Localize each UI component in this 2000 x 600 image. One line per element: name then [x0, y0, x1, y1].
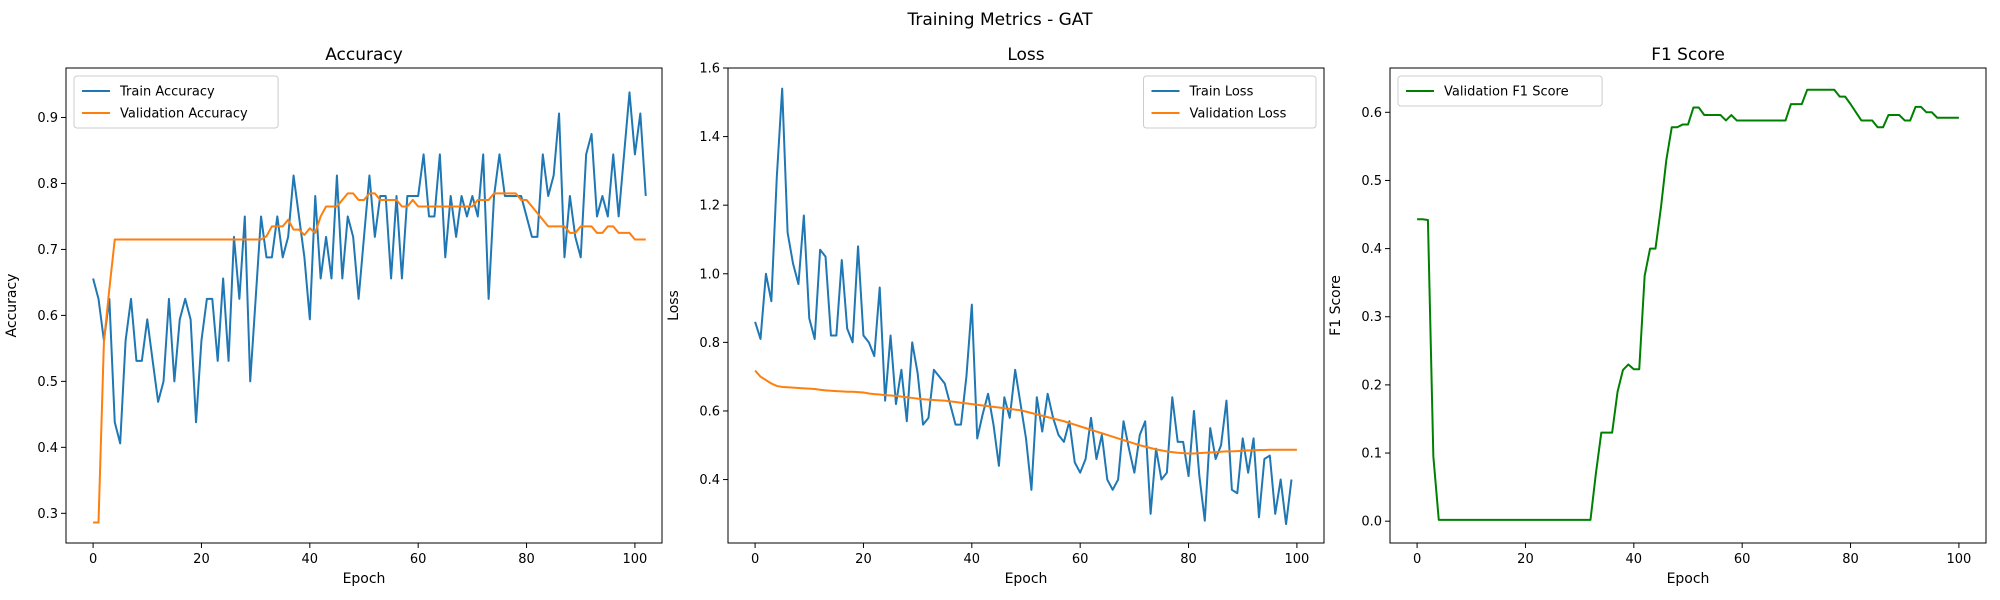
legend-label: Validation F1 Score [1444, 85, 1569, 100]
chart-panels: Accuracy 0 20 40 60 80 100 0.3 0.4 0.5 0.6 0.7 0.8 0.… [4, 45, 1987, 587]
x-tick-label: 60 [1072, 552, 1089, 567]
legend-label: Train Loss [1189, 85, 1254, 100]
legend: Validation F1 Score [1397, 75, 1603, 107]
y-tick-label: 1.4 [699, 130, 720, 145]
x-tick-label: 40 [302, 552, 319, 567]
figure-title: Training Metrics - GAT [907, 10, 1094, 30]
legend-label: Validation Loss [1190, 107, 1287, 122]
y-tick-label: 0.5 [37, 375, 58, 390]
panel-title: Accuracy [325, 45, 403, 65]
y-axis-label: F1 Score [1328, 275, 1344, 336]
legend-label: Train Accuracy [119, 85, 215, 100]
x-tick-label: 0 [1413, 552, 1421, 567]
y-tick-label: 1.6 [699, 62, 720, 77]
y-tick-label: 1.2 [699, 199, 720, 214]
x-tick-label: 20 [193, 552, 210, 567]
x-tick-label: 0 [89, 552, 97, 567]
y-tick-label: 0.6 [37, 309, 58, 324]
y-tick-label: 0.6 [1361, 106, 1382, 121]
y-tick-label: 0.3 [1361, 310, 1382, 325]
x-tick-label: 40 [964, 552, 981, 567]
y-axis-label: Loss [666, 290, 682, 321]
y-tick-label: 0.7 [37, 243, 58, 258]
y-tick-label: 0.8 [37, 177, 58, 192]
y-tick-label: 0.3 [37, 507, 58, 522]
legend-box [1397, 75, 1603, 107]
x-tick-label: 60 [410, 552, 427, 567]
panel-title: Loss [1007, 45, 1044, 65]
x-tick-label: 20 [855, 552, 872, 567]
series-line-1 [754, 87, 1293, 526]
series-line-1 [1417, 88, 1959, 521]
x-axis-label: Epoch [343, 571, 386, 587]
y-axis-label: Accuracy [4, 274, 20, 338]
x-tick-label: 40 [1626, 552, 1643, 567]
y-tick-label: 0.0 [1361, 515, 1382, 530]
y-tick-label: 1.0 [699, 267, 720, 282]
y-tick-label: 0.6 [699, 404, 720, 419]
x-tick-label: 80 [1180, 552, 1197, 567]
y-tick-label: 0.1 [1361, 447, 1382, 462]
x-tick-label: 100 [622, 552, 647, 567]
x-tick-label: 20 [1517, 552, 1534, 567]
plot-frame [1389, 67, 1987, 544]
y-tick-label: 0.2 [1361, 378, 1382, 393]
y-tick-label: 0.5 [1361, 174, 1382, 189]
chart-panel-3: F1 Score 0 20 40 60 80 100 0.0 0.1 0.2 0.3 0.4 0.5 0.… [1328, 45, 1987, 587]
y-tick-label: 0.4 [699, 473, 720, 488]
plot-frame [727, 67, 1325, 544]
x-axis-label: Epoch [1005, 571, 1048, 587]
panel-title: F1 Score [1651, 45, 1725, 65]
series-line-1 [92, 91, 647, 445]
chart-panel-1: Accuracy 0 20 40 60 80 100 0.3 0.4 0.5 0.6 0.7 0.8 0.… [4, 45, 663, 587]
legend-label: Validation Accuracy [120, 107, 248, 122]
legend: Train Accuracy Validation Accuracy [73, 75, 279, 129]
x-tick-label: 80 [518, 552, 535, 567]
x-axis-label: Epoch [1667, 571, 1710, 587]
x-tick-label: 60 [1734, 552, 1751, 567]
y-tick-label: 0.9 [37, 111, 58, 126]
x-tick-label: 80 [1842, 552, 1859, 567]
x-tick-label: 0 [751, 552, 759, 567]
series-line-2 [754, 369, 1297, 455]
series-line-2 [93, 192, 646, 524]
legend-box [1143, 75, 1317, 129]
y-tick-label: 0.4 [37, 441, 58, 456]
x-tick-label: 100 [1946, 552, 1971, 567]
x-tick-label: 100 [1284, 552, 1309, 567]
chart-panel-2: Loss 0 20 40 60 80 100 0.4 0.6 0.8 1.0 1.2 1.4 1.6 Epo… [666, 45, 1325, 587]
y-tick-label: 0.4 [1361, 242, 1382, 257]
legend: Train Loss Validation Loss [1143, 75, 1317, 129]
plot-frame [65, 67, 663, 544]
y-tick-label: 0.8 [699, 336, 720, 351]
legend-box [73, 75, 279, 129]
